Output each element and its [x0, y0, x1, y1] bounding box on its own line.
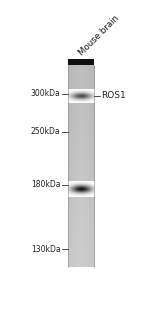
Text: 130kDa: 130kDa	[31, 245, 61, 254]
Text: Mouse brain: Mouse brain	[77, 14, 121, 58]
Text: ROS1: ROS1	[101, 91, 126, 100]
Bar	[68, 59, 94, 65]
Text: 180kDa: 180kDa	[31, 180, 61, 189]
Text: 300kDa: 300kDa	[31, 89, 61, 98]
Text: 250kDa: 250kDa	[31, 128, 61, 137]
